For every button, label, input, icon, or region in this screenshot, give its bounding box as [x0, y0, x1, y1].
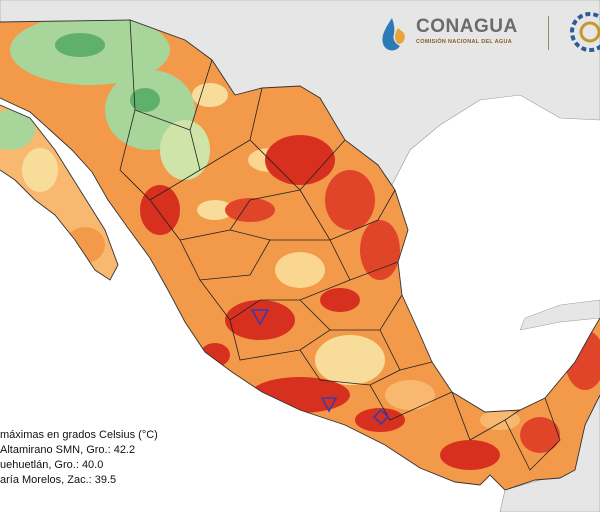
- legend-title: máximas en grados Celsius (°C): [0, 429, 158, 441]
- logo-subtitle: COMISIÓN NACIONAL DEL AGUA: [416, 39, 513, 45]
- logo-title: CONAGUA: [416, 16, 518, 37]
- conagua-water-drop-icon: [382, 18, 405, 51]
- baja-coastline: [0, 104, 119, 281]
- logo-divider: [548, 16, 549, 50]
- cuba-landmass: [519, 299, 600, 331]
- max-temperature-triangle-icon: [250, 309, 270, 326]
- legend-entry: aría Morelos, Zac.: 39.5: [0, 474, 117, 486]
- mexico-coastline: [0, 19, 600, 491]
- state-borders: [119, 19, 561, 471]
- legend-entry: uehuetlán, Gro.: 40.0: [0, 459, 104, 471]
- conagua-logo: CONAGUA COMISIÓN NACIONAL DEL AGUA: [380, 8, 600, 58]
- max-temperature-diamond-icon: [372, 408, 390, 426]
- legend-entry: Altamirano SMN, Gro.: 42.2: [0, 444, 136, 456]
- semarnat-seal-icon: [570, 12, 600, 52]
- max-temperature-triangle-icon: [320, 397, 338, 413]
- map-legend: máximas en grados Celsius (°C) Altamiran…: [0, 428, 230, 488]
